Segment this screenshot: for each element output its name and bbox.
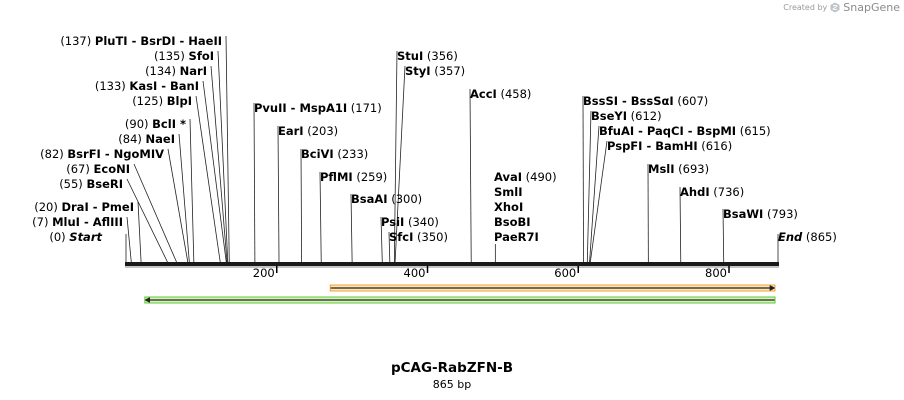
site-leader-line bbox=[300, 148, 303, 263]
axis-tick-label: 200 bbox=[253, 266, 275, 280]
green-feature-outline bbox=[144, 296, 776, 304]
site-label-extra: XhoI bbox=[494, 200, 523, 214]
site-label: PsiI (340) bbox=[381, 215, 439, 229]
plasmid-length: 865 bp bbox=[432, 378, 472, 391]
site-label: MslI (693) bbox=[648, 162, 709, 176]
site-leader-line bbox=[582, 95, 584, 263]
plasmid-title: pCAG-RabZFN-B bbox=[390, 360, 514, 376]
site-leader-line bbox=[589, 125, 600, 263]
site-leader-line bbox=[350, 193, 353, 263]
site-label: EarI (203) bbox=[278, 124, 338, 138]
site-leader-line bbox=[589, 140, 608, 263]
site-label: BssSI - BssSαI (607) bbox=[583, 94, 708, 108]
site-label: (82) BsrFI - NgoMIV bbox=[40, 147, 164, 161]
site-leader-line bbox=[202, 80, 227, 263]
site-leader-line bbox=[253, 102, 256, 263]
site-label: End (865) bbox=[778, 230, 837, 244]
axis-tick-label: 800 bbox=[705, 266, 727, 280]
site-leader-line bbox=[137, 201, 142, 263]
axis-tick-label: 400 bbox=[404, 266, 426, 280]
site-leader-line bbox=[469, 88, 472, 263]
site-leader-line bbox=[195, 95, 221, 263]
site-leader-line bbox=[189, 118, 195, 263]
site-leader-line bbox=[319, 171, 322, 263]
dna-axis: 200 400 600 800 bbox=[125, 262, 779, 280]
site-leader-line bbox=[126, 178, 168, 263]
site-leader-line bbox=[210, 65, 228, 263]
site-label: PvuII - MspA1I (171) bbox=[254, 101, 382, 115]
site-leader-line bbox=[394, 65, 406, 263]
site-label-extra: SmlI bbox=[494, 185, 523, 199]
credit: Created by SnapGene bbox=[783, 1, 900, 14]
site-leader-line bbox=[679, 186, 682, 263]
site-label: PflMI (259) bbox=[320, 170, 387, 184]
site-leader-line bbox=[225, 35, 230, 263]
site-leader-line bbox=[388, 231, 391, 263]
site-leader-line bbox=[126, 216, 132, 263]
site-label: (133) KasI - BanI bbox=[95, 79, 199, 93]
site-label-extra: PaeR7I bbox=[494, 230, 539, 244]
site-label: PspFI - BamHI (616) bbox=[607, 139, 732, 153]
features bbox=[144, 284, 776, 304]
dna-backbone bbox=[125, 262, 779, 266]
site-label: (90) BclI * bbox=[125, 117, 186, 131]
site-label: StuI (356) bbox=[397, 49, 458, 63]
site-label: AvaI (490) bbox=[494, 170, 557, 184]
site-label: (0) Start bbox=[49, 230, 102, 244]
leader-lines bbox=[125, 35, 779, 263]
site-label: (20) DraI - PmeI bbox=[34, 200, 134, 214]
site-label: BseYI (612) bbox=[591, 109, 662, 123]
site-label-extra: BsoBI bbox=[494, 215, 531, 229]
site-label: (134) NarI bbox=[145, 64, 207, 78]
site-label: AhdI (736) bbox=[680, 185, 744, 199]
credit-brand: SnapGene bbox=[843, 1, 900, 14]
site-leader-line bbox=[167, 148, 189, 263]
site-label: AccI (458) bbox=[470, 87, 531, 101]
site-label: (84) NaeI bbox=[118, 132, 175, 146]
credit-created-by: Created by bbox=[783, 3, 828, 12]
site-label: (135) SfoI bbox=[154, 49, 214, 63]
site-leader-line bbox=[380, 216, 383, 263]
site-labels: (0) Start(7) MluI - AflIII(20) DraI - Pm… bbox=[32, 34, 837, 244]
site-label: BsaAI (300) bbox=[351, 192, 422, 206]
site-leader-line bbox=[722, 208, 725, 263]
site-label: BciVI (233) bbox=[301, 147, 368, 161]
site-leader-line bbox=[178, 133, 190, 263]
site-leader-line bbox=[393, 50, 398, 263]
site-label: (67) EcoNI bbox=[66, 162, 130, 176]
orange-feature-outline bbox=[329, 284, 776, 292]
site-label: (7) MluI - AflIII bbox=[32, 215, 123, 229]
site-leader-line bbox=[217, 50, 229, 263]
site-leader-line bbox=[586, 110, 592, 263]
site-label: (55) BseRI bbox=[59, 177, 123, 191]
site-label: (137) PluTI - BsrDI - HaeII bbox=[60, 34, 222, 48]
site-leader-line bbox=[277, 125, 280, 263]
site-label: BsaWI (793) bbox=[723, 207, 798, 221]
site-label: (125) BlpI bbox=[132, 94, 192, 108]
axis-tick-label: 600 bbox=[554, 266, 576, 280]
site-label: StyI (357) bbox=[405, 64, 465, 78]
site-label: BfuAI - PaqCI - BspMI (615) bbox=[599, 124, 771, 138]
site-label: SfcI (350) bbox=[389, 230, 448, 244]
snapgene-logo-icon bbox=[830, 2, 840, 13]
site-leader-line bbox=[133, 163, 177, 263]
